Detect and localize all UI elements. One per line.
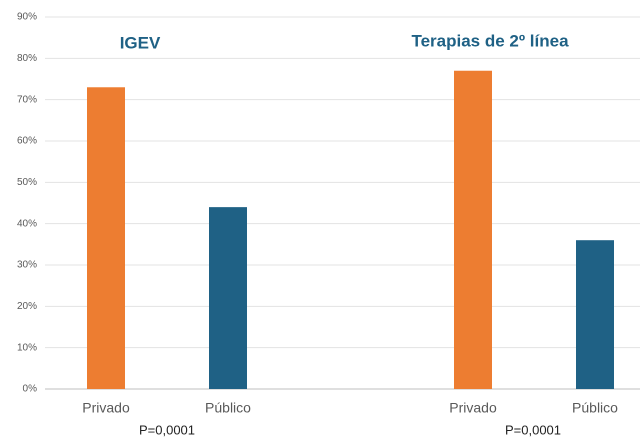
y-tick-label: 80%	[17, 53, 37, 64]
y-tick-label: 0%	[23, 384, 38, 395]
y-tick-label: 40%	[17, 218, 37, 229]
bar	[209, 207, 247, 389]
y-tick-label: 10%	[17, 342, 37, 353]
x-tick-label: Privado	[82, 400, 130, 416]
y-tick-label: 20%	[17, 301, 37, 312]
y-tick-label: 50%	[17, 177, 37, 188]
group-annotation: P=0,0001	[505, 422, 561, 437]
group-title: IGEV	[120, 33, 161, 52]
x-tick-label: Público	[572, 400, 618, 416]
y-tick-label: 30%	[17, 260, 37, 271]
x-tick-label: Público	[205, 400, 251, 416]
group-annotation: P=0,0001	[139, 422, 195, 437]
group-title: Terapias de 2º línea	[411, 31, 569, 50]
y-tick-label: 60%	[17, 136, 37, 147]
x-tick-label: Privado	[449, 400, 497, 416]
y-tick-label: 70%	[17, 94, 37, 105]
y-tick-label: 90%	[17, 12, 37, 23]
bar	[87, 87, 125, 390]
bar	[454, 70, 492, 389]
bar	[576, 240, 614, 389]
